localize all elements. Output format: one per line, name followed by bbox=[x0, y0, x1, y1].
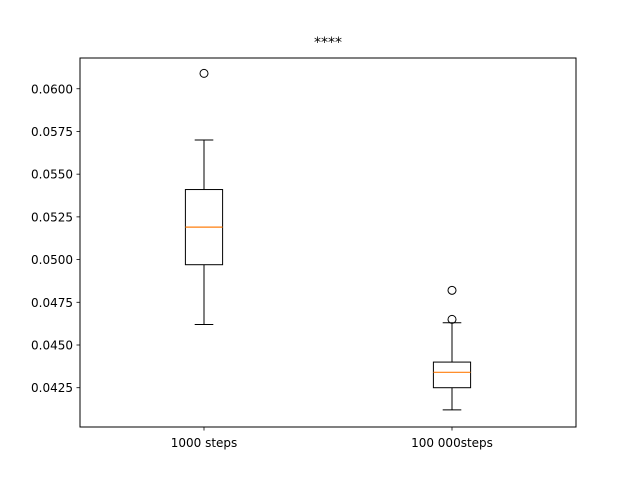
outlier-point bbox=[447, 314, 457, 324]
y-tick-label: 0.0475 bbox=[31, 296, 73, 310]
y-tick-label: 0.0550 bbox=[31, 168, 73, 182]
x-axis: 1000 steps 100 000steps bbox=[171, 427, 493, 450]
iqr-box bbox=[432, 361, 472, 389]
boxes-layer bbox=[184, 68, 472, 411]
y-tick-label: 0.0500 bbox=[31, 253, 73, 267]
outlier-point bbox=[199, 68, 209, 78]
y-tick-label: 0.0575 bbox=[31, 125, 73, 139]
x-tick-label: 1000 steps bbox=[171, 436, 238, 450]
plot-area-frame bbox=[79, 57, 577, 428]
chart-title: **** bbox=[314, 35, 342, 51]
box-1 bbox=[184, 68, 224, 325]
outlier-point bbox=[447, 285, 457, 295]
y-tick-label: 0.0525 bbox=[31, 210, 73, 224]
y-tick-label: 0.0600 bbox=[31, 82, 73, 96]
box-2 bbox=[432, 285, 472, 411]
y-axis: 0.0425 0.0450 0.0475 0.0500 0.0525 0.0550 0.05… bbox=[31, 82, 80, 395]
y-tick-label: 0.0450 bbox=[31, 339, 73, 353]
y-tick-label: 0.0425 bbox=[31, 381, 73, 395]
x-tick-label: 100 000steps bbox=[411, 436, 493, 450]
